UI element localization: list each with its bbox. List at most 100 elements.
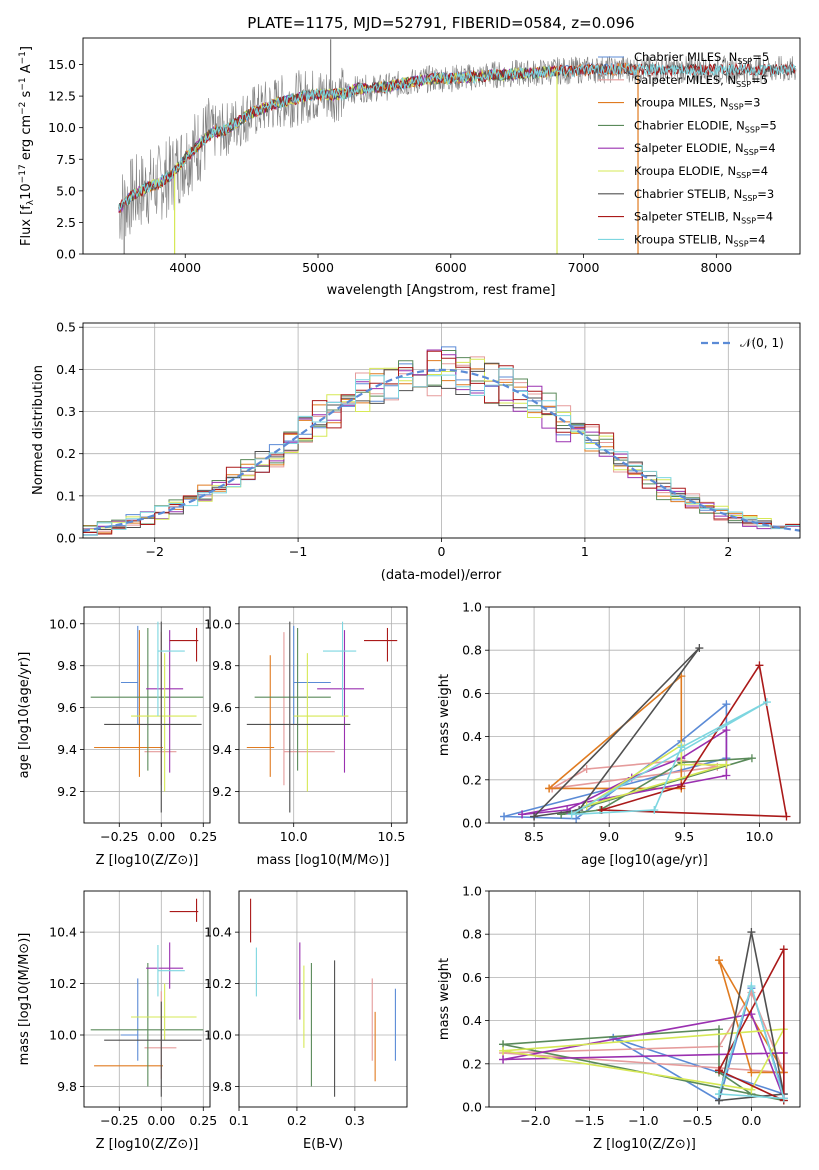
series-line-chabrier-elodie [502, 1028, 784, 1102]
legend-count: =5 [751, 73, 768, 87]
series-marker-kroupa-stelib [650, 806, 659, 815]
legend-subscript: SSP [736, 80, 751, 89]
legend-label-kroupa-elodie: Kroupa ELODIE, NSSP=4 [634, 164, 768, 180]
x-tick-label: 0.00 [147, 1113, 175, 1128]
y-tick-label: 0.1 [56, 488, 76, 503]
series-marker-kroupa-elodie [677, 760, 686, 769]
y-tick-label: 10.4 [204, 925, 232, 940]
x-axis-label: E(B-V) [303, 1137, 343, 1152]
y-tick-label: 9.8 [57, 658, 77, 673]
y-tick-label: 2.5 [56, 215, 76, 230]
series-marker-kroupa-stelib [779, 1094, 788, 1103]
y-tick-label: 0.2 [56, 446, 76, 461]
legend-label-kroupa-miles: Kroupa MILES, NSSP=3 [634, 96, 760, 112]
y-tick-label: 9.4 [57, 742, 77, 757]
legend-count: =4 [749, 232, 766, 246]
y-tick-label: 0.2 [462, 1056, 482, 1071]
legend-label-chabrier-stelib: Chabrier STELIB, NSSP=3 [634, 187, 774, 203]
series-marker-chabrier-miles [722, 700, 731, 709]
histogram-kroupa-elodie [83, 358, 800, 530]
x-tick-label: −1.0 [628, 1113, 658, 1128]
series-marker-chabrier-miles [609, 1033, 618, 1042]
x-axis-label: Z [log10(Z/Z⊙)] [96, 853, 199, 868]
y-tick-label: 9.8 [212, 658, 232, 673]
series-marker-salpeter-elodie [722, 726, 731, 735]
series-marker-chabrier-elodie [557, 810, 566, 819]
series-line-chabrier-stelib [718, 931, 785, 1102]
x-axis-label: age [log10(age/yr)] [581, 853, 708, 868]
series-marker-salpeter-stelib [755, 661, 764, 670]
axes-frame [238, 890, 408, 1108]
series-marker-salpeter-stelib [715, 1066, 724, 1075]
series-marker-kroupa-miles [747, 1068, 756, 1077]
series-line-kroupa-miles [548, 674, 683, 790]
legend-count: =3 [757, 187, 774, 201]
axes-frame [238, 606, 408, 824]
model-spectrum-salpeter-elodie [118, 65, 556, 213]
mass-weight-vs-age-panel: 8.5 9.0 9.5 10.0 0.0 0.2 0.4 0.6 0.8 1.0 age [log1… [437, 600, 801, 868]
y-tick-label: 0.6 [462, 686, 482, 701]
y-tick-label: 0.5 [56, 320, 76, 335]
legend-subscript: SSP [737, 57, 752, 66]
axes-frame [83, 890, 211, 1108]
figure-title: PLATE=1175, MJD=52791, FIBERID=0584, z=0… [247, 14, 634, 32]
y-tick-label: 0.3 [56, 404, 76, 419]
legend-label-salpeter-elodie: Salpeter ELODIE, NSSP=4 [634, 141, 776, 157]
y-axis-label: mass weight [437, 674, 452, 756]
y-tick-label: 10.4 [49, 925, 77, 940]
legend-subscript: SSP [741, 217, 756, 226]
series-marker-kroupa-stelib [677, 743, 686, 752]
x-tick-label: 0.25 [189, 1113, 217, 1128]
series-marker-salpeter-miles [582, 765, 591, 773]
x-tick-label: 9.5 [674, 829, 694, 844]
y-tick-label: 0.4 [462, 1013, 482, 1028]
histogram-kroupa-stelib [83, 367, 800, 536]
age-vs-mass-panel: 10.0 10.5 9.2 9.4 9.6 9.8 10.0 mass [log10(M/M⊙… [204, 606, 408, 868]
x-tick-label: −0.25 [100, 829, 138, 844]
axes-frame [82, 322, 801, 539]
age-vs-metallicity-panel: −0.25 0.00 0.25 9.2 9.4 9.6 9.8 10.0 Z [log10(Z/… [17, 606, 217, 868]
legend-count: =4 [751, 164, 768, 178]
y-tick-label: 10.0 [48, 120, 76, 135]
y-tick-label: 0.0 [462, 1100, 482, 1115]
series-marker-salpeter-elodie [499, 1055, 508, 1064]
series-marker-kroupa-stelib [715, 1090, 724, 1099]
y-tick-label: 0.4 [462, 729, 482, 744]
series-marker-kroupa-elodie [747, 1085, 756, 1094]
y-tick-label: 9.8 [57, 1079, 77, 1094]
y-tick-label: 9.4 [212, 742, 232, 757]
series-marker-salpeter-stelib [677, 782, 686, 791]
y-tick-label: 9.8 [212, 1079, 232, 1094]
series-marker-chabrier-stelib [695, 644, 704, 653]
series-marker-kroupa-elodie [499, 1046, 508, 1055]
series-marker-salpeter-stelib [779, 945, 788, 954]
x-tick-label: 10.5 [377, 829, 405, 844]
series-marker-salpeter-stelib [782, 812, 791, 821]
axes-frame [488, 606, 801, 824]
x-tick-label: −1.5 [574, 1113, 604, 1128]
series-marker-chabrier-elodie [747, 754, 756, 763]
legend-label-kroupa-stelib: Kroupa STELIB, NSSP=4 [634, 232, 765, 248]
gaussian-curve [83, 368, 800, 532]
mass-weight-vs-metallicity-panel: −2.0 −1.5 −1.0 −0.5 0.0 0.0 0.2 0.4 0.6 0.8 1.0 Z [… [437, 884, 801, 1152]
x-tick-label: 10.0 [746, 829, 774, 844]
y-tick-label: 1.0 [462, 600, 482, 615]
legend-count: =4 [756, 210, 773, 224]
y-axis-label: Flux [fλ10−17 erg cm−2 s−1 A−1] [18, 46, 36, 246]
series-marker-kroupa-stelib [567, 810, 576, 819]
x-tick-label: 5000 [302, 260, 334, 275]
x-tick-label: 9.0 [599, 829, 619, 844]
model-spectrum-chabrier-elodie [118, 66, 556, 212]
series-marker-chabrier-miles [572, 814, 581, 823]
series-line-kroupa-elodie [502, 1028, 786, 1091]
x-tick-label: 8.5 [524, 829, 544, 844]
series-line-kroupa-stelib [718, 983, 785, 1100]
x-tick-label: −0.25 [100, 1113, 138, 1128]
x-tick-label: 0 [438, 544, 446, 559]
y-tick-label: 9.2 [57, 784, 77, 799]
legend-label-chabrier-elodie: Chabrier ELODIE, NSSP=5 [634, 118, 777, 134]
y-axis-label: mass [log10(M/M⊙)] [17, 933, 32, 1066]
spectrum-panel: 4000 5000 6000 7000 8000 0.0 2.5 5.0 7.5 10.0 12.5… [18, 37, 801, 298]
series-line-chabrier-stelib [533, 647, 700, 818]
x-axis-label: wavelength [Angstrom, rest frame] [327, 283, 556, 298]
